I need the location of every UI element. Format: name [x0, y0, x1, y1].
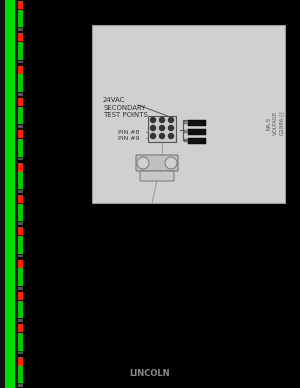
Bar	[18, 130, 23, 139]
Bar	[184, 121, 188, 124]
Bar	[18, 195, 23, 203]
Bar	[18, 287, 23, 290]
Bar	[18, 28, 23, 31]
Text: 24VAC
SECONDARY
TEST POINTS: 24VAC SECONDARY TEST POINTS	[103, 97, 148, 118]
Bar	[18, 292, 23, 300]
Text: PIN #9: PIN #9	[118, 135, 140, 140]
Bar	[18, 98, 23, 106]
Bar	[18, 357, 23, 365]
Bar	[18, 61, 23, 63]
Bar	[18, 352, 23, 354]
Bar	[18, 10, 23, 28]
Circle shape	[160, 125, 164, 130]
Bar	[18, 227, 23, 236]
Bar	[15, 0, 18, 388]
Bar	[18, 333, 23, 351]
Bar	[184, 139, 188, 142]
Circle shape	[151, 125, 155, 130]
Circle shape	[169, 118, 173, 123]
Text: LINCOLN: LINCOLN	[130, 369, 170, 378]
Bar	[188, 120, 206, 126]
Bar	[18, 158, 23, 160]
Circle shape	[160, 118, 164, 123]
Bar	[18, 74, 23, 92]
Bar	[148, 116, 176, 142]
Bar	[18, 260, 23, 268]
Circle shape	[137, 157, 149, 169]
Circle shape	[160, 133, 164, 139]
Bar	[18, 139, 23, 157]
Bar	[18, 1, 23, 9]
Bar	[5, 0, 15, 388]
Circle shape	[165, 157, 177, 169]
Bar	[18, 42, 23, 60]
Bar	[188, 129, 206, 135]
Bar	[18, 163, 23, 171]
Circle shape	[169, 125, 173, 130]
Bar	[92, 25, 285, 203]
Bar	[188, 138, 206, 144]
Bar	[18, 190, 23, 193]
Bar	[18, 324, 23, 333]
Text: NA-5
VOLTAGE
G1886-[]: NA-5 VOLTAGE G1886-[]	[266, 111, 284, 135]
Bar	[18, 171, 23, 189]
Bar	[18, 384, 23, 387]
FancyBboxPatch shape	[140, 171, 174, 181]
Bar	[18, 365, 23, 383]
Bar	[0, 0, 5, 388]
Bar	[18, 268, 23, 286]
Bar	[184, 130, 188, 133]
Bar	[18, 125, 23, 128]
Circle shape	[169, 133, 173, 139]
Bar	[18, 319, 23, 322]
Bar	[18, 204, 23, 222]
Bar	[18, 66, 23, 74]
Text: PIN #8: PIN #8	[118, 130, 140, 135]
Bar	[18, 236, 23, 254]
Circle shape	[151, 133, 155, 139]
Bar	[18, 93, 23, 96]
Bar	[18, 301, 23, 319]
Bar	[18, 107, 23, 125]
Bar	[18, 255, 23, 257]
Bar	[18, 222, 23, 225]
Circle shape	[151, 118, 155, 123]
Bar	[18, 33, 23, 42]
FancyBboxPatch shape	[136, 155, 178, 171]
